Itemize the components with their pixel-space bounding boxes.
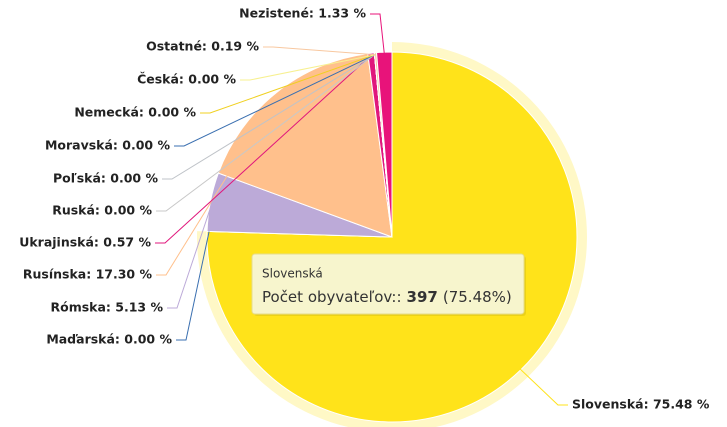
data-label: Nezistené: 1.33 %: [239, 6, 366, 21]
connector: [155, 54, 372, 244]
pie: [197, 42, 587, 427]
tooltip: Slovenská Počet obyvateľov:: 397 (75.48%): [251, 253, 526, 316]
connector: [174, 54, 375, 147]
data-label: Rusínska: 17.30 %: [23, 267, 153, 282]
data-label: Rómska: 5.13 %: [51, 300, 164, 315]
tooltip-label: Počet obyvateľov::: [262, 288, 402, 306]
data-label: Nemecká: 0.00 %: [74, 105, 196, 120]
data-label: Ukrajinská: 0.57 %: [19, 235, 151, 250]
data-label: Maďarská: 0.00 %: [46, 332, 172, 347]
connector: [156, 93, 279, 276]
data-label: Ostatné: 0.19 %: [146, 39, 259, 54]
pie-slice: [217, 53, 393, 238]
connector: [162, 54, 375, 180]
connector: [176, 231, 210, 341]
tooltip-box: [251, 253, 525, 315]
connector: [156, 54, 375, 212]
tooltip-value: 397: [407, 288, 438, 306]
tooltip-title: Slovenská: [262, 267, 323, 281]
connector: [519, 367, 568, 406]
data-label: Moravská: 0.00 %: [45, 138, 171, 153]
connector: [370, 13, 385, 55]
data-label: Slovenská: 75.48 %: [572, 397, 710, 412]
data-labels: Slovenská: 75.48 % Maďarská: 0.00 % Rómska…: [19, 6, 710, 412]
connector: [167, 202, 213, 309]
tooltip-text: Počet obyvateľov:: 397 (75.48%): [262, 288, 512, 306]
connector: [240, 54, 375, 81]
tooltip-percent: (75.48%): [443, 288, 512, 306]
connector: [200, 54, 375, 114]
data-label: Poľská: 0.00 %: [53, 171, 158, 186]
data-label: Česká: 0.00 %: [137, 72, 236, 87]
data-label: Ruská: 0.00 %: [52, 203, 152, 218]
connector: [263, 46, 376, 56]
